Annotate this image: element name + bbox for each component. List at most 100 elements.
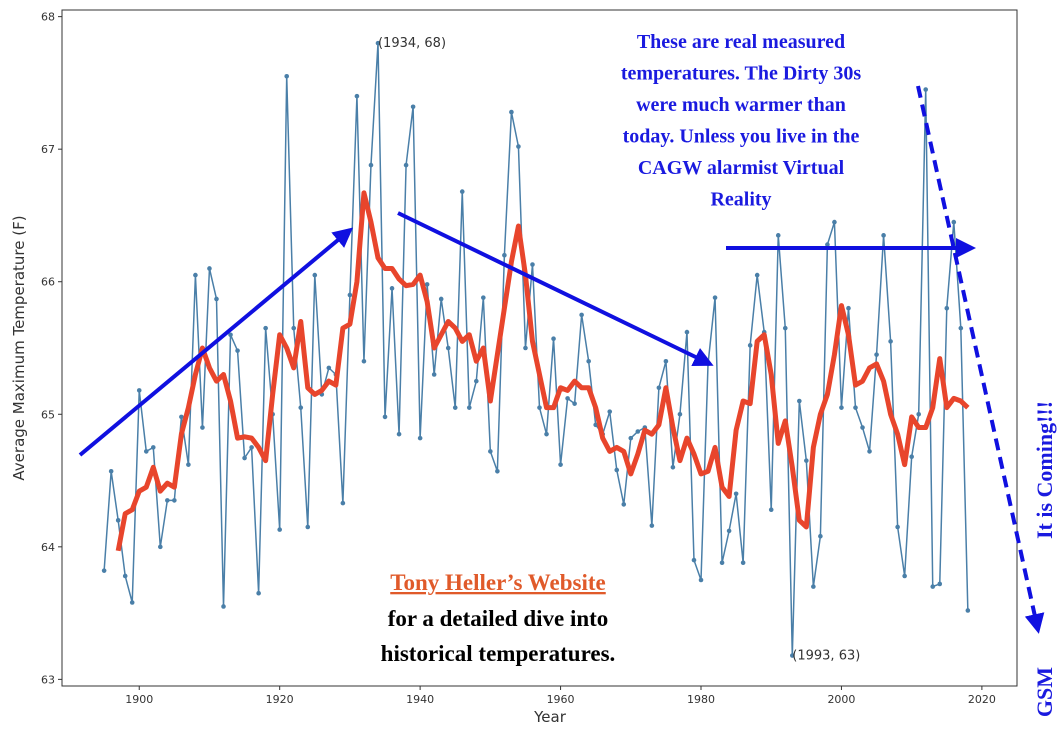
note-line: were much warmer than [636, 94, 846, 116]
data-point [551, 336, 556, 342]
point-label: (1934, 68) [378, 36, 446, 51]
data-point [495, 468, 500, 474]
data-point [214, 296, 219, 302]
data-point [804, 458, 809, 463]
data-point [347, 292, 353, 298]
x-tick-label: 2000 [827, 693, 855, 706]
data-point [846, 305, 851, 311]
data-point [789, 653, 795, 658]
data-point [101, 568, 107, 573]
data-point [965, 608, 971, 613]
data-point [923, 87, 929, 92]
data-point [165, 498, 170, 503]
data-point [825, 242, 830, 247]
data-point [459, 189, 465, 194]
data-point [944, 305, 950, 311]
data-point [235, 348, 240, 353]
data-point [853, 405, 858, 410]
note-line: today. Unless you live in the [623, 126, 860, 148]
data-point [298, 405, 304, 410]
data-point [909, 454, 914, 459]
data-point [775, 233, 781, 238]
x-tick-label: 1900 [125, 693, 153, 706]
data-point [768, 507, 774, 513]
data-point [565, 396, 570, 401]
data-point [228, 332, 233, 338]
data-point [438, 296, 444, 302]
x-tick-label: 2020 [968, 693, 996, 706]
data-point [698, 577, 704, 583]
data-point [291, 325, 297, 331]
data-point [558, 462, 563, 467]
arrows [78, 85, 1045, 634]
data-point [445, 345, 451, 351]
data-point [635, 429, 641, 434]
data-point [733, 491, 739, 497]
data-point [867, 449, 872, 454]
data-point [684, 329, 690, 335]
y-tick-label: 63 [41, 673, 55, 686]
data-point [607, 409, 613, 414]
plot-frame [61, 9, 1018, 687]
point-label: (1993, 63) [792, 649, 860, 664]
data-point [172, 498, 177, 503]
y-tick-label: 66 [41, 276, 55, 289]
data-point [375, 40, 381, 46]
x-axis-label: Year [533, 708, 567, 726]
data-point [242, 455, 247, 461]
data-point [474, 378, 479, 384]
data-point [726, 528, 732, 534]
dashed-arrow [916, 85, 1045, 634]
note-line: temperatures. The Dirty 30s [621, 63, 862, 85]
data-point [951, 219, 957, 225]
data-point [382, 414, 388, 420]
data-point [537, 405, 542, 410]
data-point [544, 431, 549, 437]
arrow [397, 211, 714, 367]
x-tick-label: 1960 [547, 693, 575, 706]
data-point [136, 388, 142, 393]
website-link[interactable]: Tony Heller’s Website [390, 570, 606, 595]
data-point [839, 405, 844, 410]
data-point [108, 468, 114, 474]
note-line: Reality [710, 189, 771, 211]
data-point [263, 325, 268, 331]
data-point [832, 219, 837, 225]
data-point [466, 405, 472, 410]
data-point [509, 109, 514, 115]
data-point [523, 345, 528, 351]
data-point [530, 262, 535, 267]
data-point [368, 162, 374, 168]
data-point [431, 372, 437, 377]
data-point [902, 573, 907, 579]
data-point [663, 358, 669, 364]
data-point [277, 527, 282, 532]
data-point [396, 431, 402, 437]
data-point [193, 272, 198, 278]
data-point [417, 435, 423, 441]
x-tick-label: 1920 [266, 693, 294, 706]
data-point [424, 282, 430, 287]
data-point [129, 600, 135, 605]
data-point [158, 544, 163, 550]
side-text: GSM [1032, 667, 1057, 717]
x-tick-label: 1980 [687, 693, 715, 706]
data-point [930, 584, 936, 589]
data-point [797, 398, 802, 404]
data-point [740, 560, 746, 566]
data-point [481, 295, 486, 300]
data-point [614, 467, 620, 473]
data-point [354, 93, 360, 99]
data-point [502, 252, 507, 258]
data-point [958, 325, 964, 331]
data-point [656, 385, 662, 391]
data-point [572, 401, 577, 406]
x-tick-label: 1940 [406, 693, 434, 706]
y-tick-label: 68 [41, 11, 55, 24]
data-point [628, 435, 634, 441]
data-point [326, 365, 332, 371]
data-point [143, 449, 149, 454]
data-point [122, 573, 128, 579]
caption-line: historical temperatures. [381, 641, 616, 666]
data-point [677, 411, 683, 417]
